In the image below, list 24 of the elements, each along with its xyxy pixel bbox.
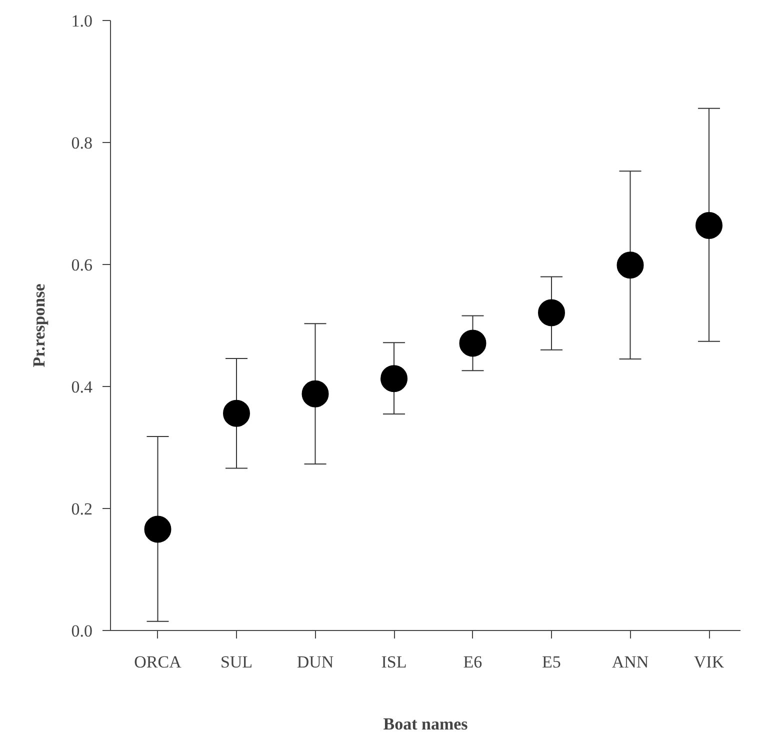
x-tick-label: SUL (220, 652, 253, 672)
y-tick-label: 0.8 (71, 134, 92, 152)
y-tick-label: 1.0 (71, 12, 92, 30)
x-axis-title: Boat names (383, 714, 468, 734)
x-tick-label: ORCA (134, 652, 182, 672)
y-axis-title: Pr.response (29, 283, 48, 368)
point (302, 380, 329, 408)
x-tick-label: VIK (694, 652, 725, 672)
point (144, 516, 172, 543)
x-tick-label: E5 (542, 652, 561, 672)
point (380, 365, 408, 392)
point (459, 330, 486, 357)
y-tick-label: 0.4 (71, 378, 93, 396)
x-tick-label: ISL (381, 652, 407, 672)
y-tick-label: 0.0 (71, 622, 92, 640)
x-tick-label: E6 (463, 652, 482, 672)
point (696, 212, 722, 239)
point (538, 299, 565, 326)
y-tick-label: 0.2 (71, 500, 92, 518)
x-tick-label: DUN (296, 652, 334, 672)
x-tick-label: ANN (612, 652, 649, 672)
point (616, 252, 644, 279)
point (223, 400, 250, 427)
y-tick-label: 0.6 (71, 256, 92, 274)
